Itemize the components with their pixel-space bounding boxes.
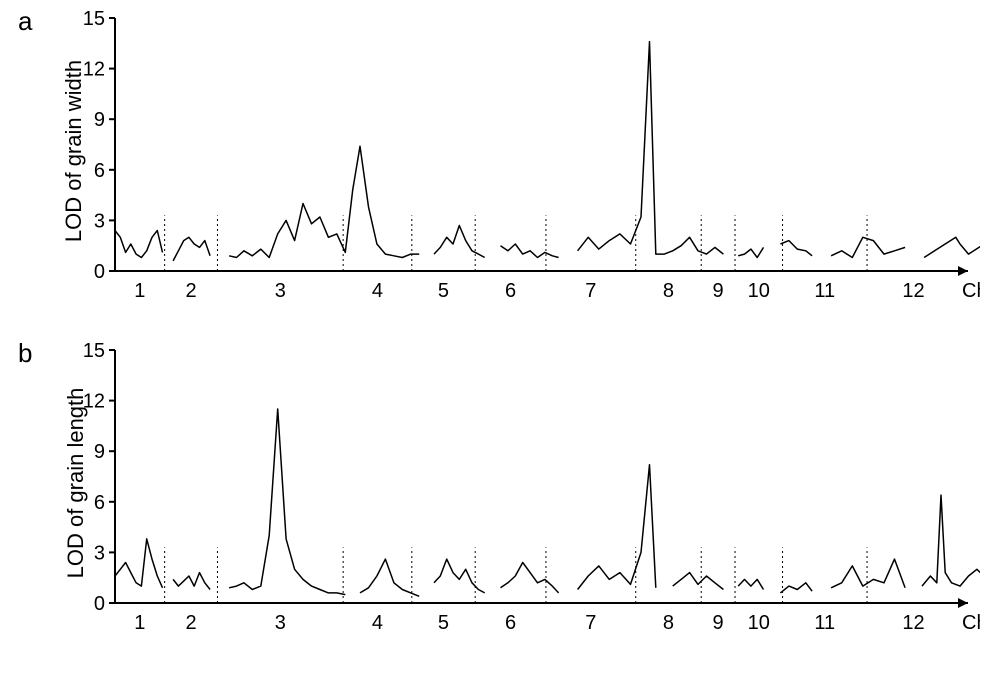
panel-a-plot: LOD of grain width 036912151234567891011… xyxy=(60,8,980,313)
svg-text:1: 1 xyxy=(134,612,145,634)
svg-text:2: 2 xyxy=(185,612,196,634)
svg-text:11: 11 xyxy=(814,280,835,302)
svg-text:9: 9 xyxy=(713,280,724,302)
svg-text:Chr.: Chr. xyxy=(962,280,980,302)
svg-text:3: 3 xyxy=(275,280,286,302)
svg-text:11: 11 xyxy=(814,612,835,634)
svg-text:8: 8 xyxy=(663,280,674,302)
svg-text:15: 15 xyxy=(83,340,105,362)
svg-text:9: 9 xyxy=(94,441,105,463)
panel-b-svg: 03691215123456789101112Chr. xyxy=(60,340,980,645)
svg-text:12: 12 xyxy=(902,612,924,634)
svg-text:0: 0 xyxy=(94,593,105,615)
svg-text:3: 3 xyxy=(94,210,105,232)
svg-text:6: 6 xyxy=(94,160,105,182)
svg-text:10: 10 xyxy=(748,280,770,302)
svg-text:5: 5 xyxy=(438,612,449,634)
svg-text:12: 12 xyxy=(902,280,924,302)
svg-text:3: 3 xyxy=(94,542,105,564)
svg-text:10: 10 xyxy=(748,612,770,634)
svg-text:8: 8 xyxy=(663,612,674,634)
panel-a-ylabel: LOD of grain width xyxy=(61,51,87,251)
svg-text:4: 4 xyxy=(372,280,383,302)
svg-text:2: 2 xyxy=(185,280,196,302)
svg-text:7: 7 xyxy=(585,612,596,634)
panel-b-ylabel: LOD of grain length xyxy=(63,373,89,593)
svg-text:0: 0 xyxy=(94,261,105,283)
panel-label-b: b xyxy=(18,338,32,369)
svg-text:9: 9 xyxy=(94,109,105,131)
svg-text:Chr.: Chr. xyxy=(962,612,980,634)
svg-text:15: 15 xyxy=(83,8,105,30)
svg-text:3: 3 xyxy=(275,612,286,634)
svg-text:7: 7 xyxy=(585,280,596,302)
svg-text:6: 6 xyxy=(505,280,516,302)
svg-text:5: 5 xyxy=(438,280,449,302)
panel-a-svg: 03691215123456789101112Chr. xyxy=(60,8,980,313)
svg-text:1: 1 xyxy=(134,280,145,302)
svg-text:4: 4 xyxy=(372,612,383,634)
panel-b-plot: LOD of grain length 03691215123456789101… xyxy=(60,340,980,645)
svg-text:6: 6 xyxy=(505,612,516,634)
panel-label-a: a xyxy=(18,6,32,37)
svg-text:9: 9 xyxy=(713,612,724,634)
svg-text:6: 6 xyxy=(94,492,105,514)
